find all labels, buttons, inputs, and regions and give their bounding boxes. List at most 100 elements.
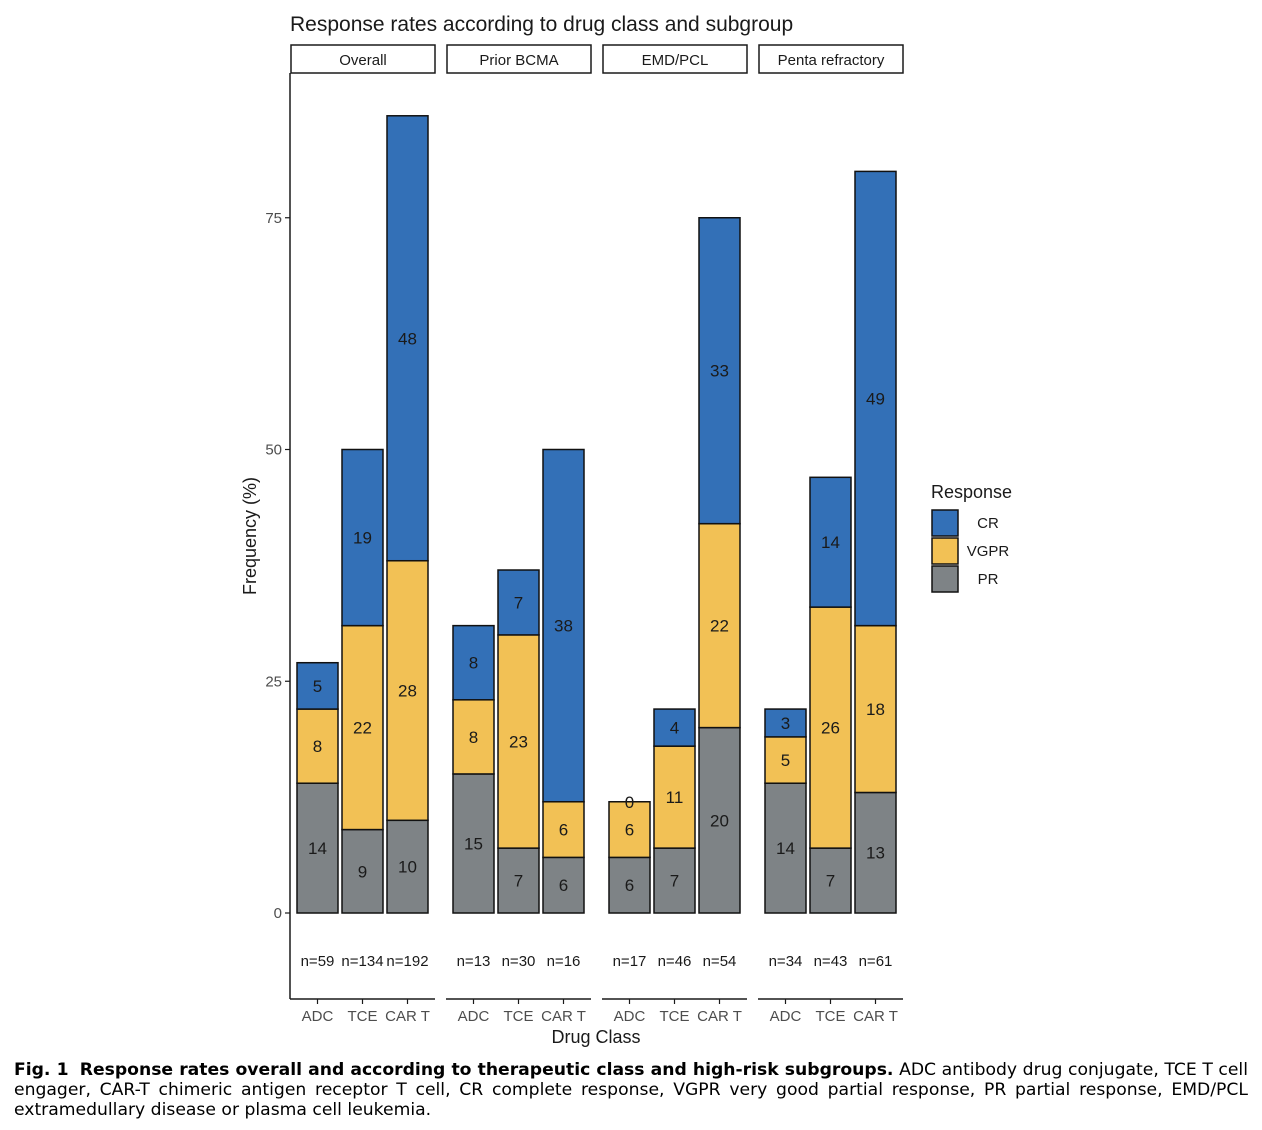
legend-swatch [931, 565, 959, 593]
data-label: 7 [670, 872, 679, 891]
data-label: 33 [710, 362, 729, 381]
data-label: 5 [781, 751, 790, 770]
bar-segment-pr [497, 847, 540, 914]
bar-segment-cr [296, 661, 339, 710]
n-label: n=34 [769, 953, 803, 970]
facet-strip [446, 44, 592, 74]
bar-segment-pr [386, 819, 429, 914]
facet-strip-label: Overall [339, 52, 387, 69]
y-axis-label: Frequency (%) [240, 477, 260, 595]
data-label: 8 [469, 728, 478, 747]
data-label: 14 [821, 533, 840, 552]
n-label: n=192 [386, 953, 428, 970]
bar-segment-cr [764, 708, 807, 738]
n-label: n=134 [341, 953, 383, 970]
data-label: 48 [398, 329, 417, 348]
data-label: 6 [625, 821, 634, 840]
bar-segment-pr [296, 782, 339, 914]
y-axis: 0 25 50 75 [265, 73, 291, 999]
bar-segment-vgpr [854, 624, 897, 794]
bar-segment-vgpr [497, 634, 540, 849]
data-label: 7 [514, 872, 523, 891]
data-label: 26 [821, 719, 840, 738]
legend-entry-label: CR [977, 515, 999, 532]
data-label: 18 [866, 700, 885, 719]
legend-items: CR VGPR PR [931, 509, 1009, 593]
x-tick-label: ADC [302, 1008, 334, 1025]
facet-panel: Prior BCMA 15 8 8 n=13 ADC 7 23 7 n=30 TCE 6 6 38 n=16… [446, 44, 592, 1025]
caption-body: ADC antibody drug conjugate, TCE T cell … [14, 1060, 1248, 1120]
data-label: 11 [666, 788, 684, 807]
bar-segment-vgpr [386, 559, 429, 822]
data-label: 4 [670, 719, 679, 738]
legend-title: Response [931, 482, 1012, 502]
data-label: 19 [353, 529, 372, 548]
facet-strip-label: Penta refractory [778, 52, 885, 69]
bar-segment-pr [608, 856, 651, 914]
n-label: n=13 [457, 953, 491, 970]
n-label: n=59 [301, 953, 335, 970]
x-tick-label: ADC [770, 1008, 802, 1025]
data-label: 8 [469, 654, 478, 673]
data-label: 13 [866, 844, 885, 863]
bar-segment-vgpr [452, 699, 495, 775]
x-axis-label: Drug Class [551, 1027, 640, 1047]
legend-swatch [931, 537, 959, 565]
legend-swatch [931, 509, 959, 537]
x-tick-label: CAR T [697, 1008, 742, 1025]
data-label: 14 [308, 839, 327, 858]
data-label: 23 [509, 733, 528, 752]
bar-segment-cr [653, 708, 696, 747]
data-label: 7 [514, 593, 523, 612]
data-label: 20 [710, 811, 729, 830]
chart-title: Response rates according to drug class a… [290, 13, 793, 36]
x-tick-label: TCE [348, 1008, 378, 1025]
data-label: 49 [866, 390, 885, 409]
bar-segment-cr [542, 448, 585, 803]
caption-label: Fig. 1 [14, 1060, 69, 1080]
facet-panel: Penta refractory 14 5 3 n=34 ADC 7 26 14 n=43 TCE 1… [758, 44, 904, 1025]
bar-segment-cr [854, 170, 897, 627]
bar-segment-pr [542, 856, 585, 914]
data-label: 0 [625, 793, 634, 812]
bar-segment-pr [764, 782, 807, 914]
n-label: n=30 [502, 953, 536, 970]
legend-entry-label: PR [978, 571, 999, 588]
caption-heading: Response rates overall and according to … [79, 1060, 894, 1080]
n-label: n=54 [703, 953, 737, 970]
bar-segment-cr [386, 115, 429, 562]
data-label: 14 [776, 839, 795, 858]
data-label: 22 [353, 719, 372, 738]
bar-segment-vgpr [653, 745, 696, 849]
data-label: 6 [625, 876, 634, 895]
data-label: 38 [554, 617, 573, 636]
n-label: n=16 [547, 953, 581, 970]
bar-segment-pr [854, 791, 897, 914]
bar-segment-cr [698, 217, 741, 525]
n-label: n=17 [613, 953, 647, 970]
data-label: 9 [358, 862, 367, 881]
y-tick-label: 75 [265, 210, 282, 227]
bar-segment-cr [497, 569, 540, 636]
chart-panels: Overall1485n=59ADC92219n=134TCE102848n=1… [290, 44, 904, 1025]
bar-segment-pr [698, 726, 741, 914]
data-label: 22 [710, 617, 729, 636]
data-label: 8 [313, 737, 322, 756]
x-tick-label: ADC [614, 1008, 646, 1025]
bar-segment-vgpr [608, 801, 651, 859]
figure-caption: Fig. 1 Response rates overall and accord… [14, 1060, 1248, 1120]
n-label: n=61 [859, 953, 893, 970]
x-tick-label: TCE [660, 1008, 690, 1025]
x-tick-label: CAR T [541, 1008, 586, 1025]
data-label: 28 [398, 682, 417, 701]
bar-segment-vgpr [698, 522, 741, 729]
data-label: 7 [826, 872, 835, 891]
facet-strip [758, 44, 904, 74]
x-tick-label: CAR T [385, 1008, 430, 1025]
data-label: 5 [313, 677, 322, 696]
n-label: n=46 [658, 953, 692, 970]
x-tick-label: CAR T [853, 1008, 898, 1025]
bar-segment-cr [809, 476, 852, 608]
facet-strip-label: Prior BCMA [479, 52, 558, 69]
bar-segment-vgpr [764, 736, 807, 784]
